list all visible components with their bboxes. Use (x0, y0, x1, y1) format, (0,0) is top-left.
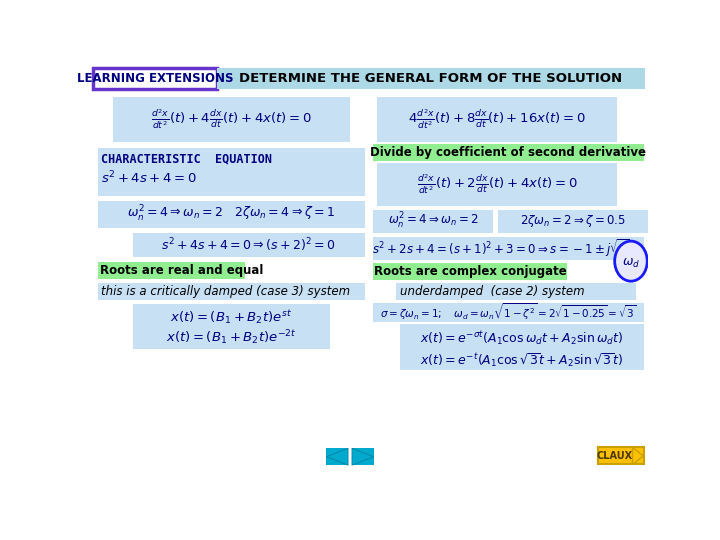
Text: Divide by coefficient of second derivative: Divide by coefficient of second derivati… (371, 146, 647, 159)
Bar (373, 303, 644, 322)
Text: $x(t)=e^{-t}(A_1\cos\sqrt{3}t+A_2\sin\sqrt{3}t)$: $x(t)=e^{-t}(A_1\cos\sqrt{3}t+A_2\sin\sq… (420, 351, 623, 369)
Text: $2\zeta\omega_n=2\Rightarrow\zeta=0.5$: $2\zeta\omega_n=2\Rightarrow\zeta=0.5$ (520, 213, 626, 229)
Text: Roots are real and equal: Roots are real and equal (100, 264, 264, 277)
Polygon shape (326, 448, 348, 465)
Text: $x(t)=(B_1+B_2t)e^{-2t}$: $x(t)=(B_1+B_2t)e^{-2t}$ (166, 328, 297, 347)
Text: $\frac{d^2x}{dt^2}(t)+2\frac{dx}{dt}(t)+4x(t)=0$: $\frac{d^2x}{dt^2}(t)+2\frac{dx}{dt}(t)+… (416, 172, 577, 196)
Text: $\sigma=\zeta\omega_n=1; \quad \omega_d=\omega_n\sqrt{1-\zeta^2}=2\sqrt{1-0.25}=: $\sigma=\zeta\omega_n=1; \quad \omega_d=… (380, 302, 636, 322)
Polygon shape (352, 448, 374, 465)
Text: LEARNING EXTENSIONS: LEARNING EXTENSIONS (77, 72, 233, 85)
Text: $x(t)=e^{-\sigma t}(A_1\cos\omega_d t+A_2\sin\omega_d t)$: $x(t)=e^{-\sigma t}(A_1\cos\omega_d t+A_… (420, 329, 624, 347)
Bar (132, 233, 365, 257)
Bar (598, 448, 644, 464)
Text: Roots are complex conjugate: Roots are complex conjugate (374, 266, 567, 279)
Bar (373, 210, 493, 233)
Bar (373, 144, 644, 161)
Text: CLAUX: CLAUX (597, 451, 633, 461)
Bar (98, 262, 245, 279)
Text: underdamped  (case 2) system: underdamped (case 2) system (400, 285, 585, 298)
Bar (113, 97, 350, 142)
Bar (98, 148, 365, 195)
Text: $\omega_n^2=4\Rightarrow\omega_n=2$: $\omega_n^2=4\Rightarrow\omega_n=2$ (388, 211, 479, 231)
Bar (373, 264, 567, 280)
Bar (377, 164, 617, 206)
Bar (373, 237, 644, 260)
Bar (400, 325, 644, 370)
Bar (98, 201, 365, 228)
Bar (377, 97, 617, 142)
Text: $4\frac{d^2x}{dt^2}(t)+8\frac{dx}{dt}(t)+16x(t)=0$: $4\frac{d^2x}{dt^2}(t)+8\frac{dx}{dt}(t)… (408, 107, 585, 131)
Text: $s^2+4s+4=0$: $s^2+4s+4=0$ (101, 170, 197, 186)
Bar (326, 448, 348, 465)
Text: $s^2+4s+4=0\Rightarrow(s+2)^2=0$: $s^2+4s+4=0\Rightarrow(s+2)^2=0$ (161, 236, 336, 254)
Text: $s^2+2s+4=(s+1)^2+3=0\Rightarrow s=-1\pm j\sqrt{3}$: $s^2+2s+4=(s+1)^2+3=0\Rightarrow s=-1\pm… (372, 237, 629, 259)
Text: $x(t)=(B_1+B_2t)e^{st}$: $x(t)=(B_1+B_2t)e^{st}$ (170, 308, 292, 326)
Bar (93, 68, 217, 90)
Bar (217, 68, 645, 90)
Text: DETERMINE THE GENERAL FORM OF THE SOLUTION: DETERMINE THE GENERAL FORM OF THE SOLUTI… (240, 72, 623, 85)
Polygon shape (632, 448, 644, 464)
Bar (396, 283, 636, 300)
Bar (98, 283, 365, 300)
Text: CHARACTERISTIC  EQUATION: CHARACTERISTIC EQUATION (101, 152, 272, 165)
Bar (132, 304, 330, 349)
Bar (352, 448, 374, 465)
Text: $\frac{d^2x}{dt^2}(t)+4\frac{dx}{dt}(t)+4x(t)=0$: $\frac{d^2x}{dt^2}(t)+4\frac{dx}{dt}(t)+… (150, 107, 312, 131)
Text: $\omega_d$: $\omega_d$ (622, 257, 640, 270)
Text: $\omega_n^2=4\Rightarrow\omega_n=2 \quad 2\zeta\omega_n=4\Rightarrow\zeta=1$: $\omega_n^2=4\Rightarrow\omega_n=2 \quad… (127, 204, 335, 224)
Text: this is a critically damped (case 3) system: this is a critically damped (case 3) sys… (101, 285, 350, 298)
Bar (498, 210, 649, 233)
Ellipse shape (615, 241, 647, 281)
